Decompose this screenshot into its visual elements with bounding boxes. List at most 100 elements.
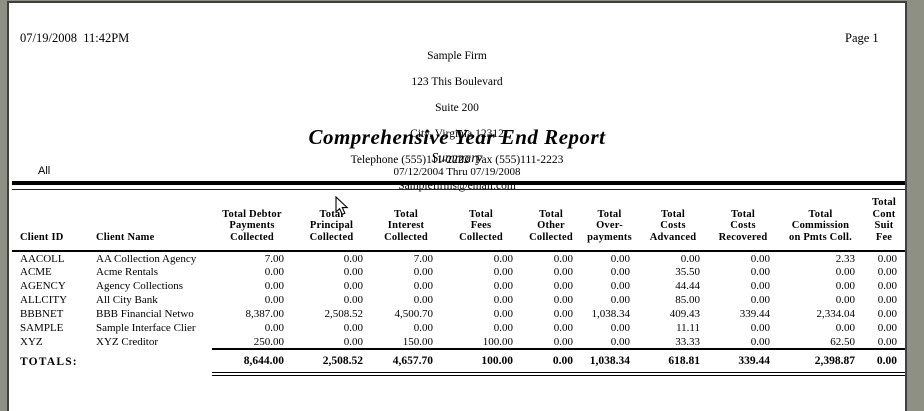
firm-address-line2: Suite 200 xyxy=(435,102,479,114)
value-cell: 0.00 xyxy=(343,294,363,306)
column-header-line: Total xyxy=(597,208,622,220)
column-header-line: Total Debtor xyxy=(222,208,282,220)
value-cell: 8,387.00 xyxy=(245,308,285,320)
totals-value-cell: 8,644.00 xyxy=(212,348,292,376)
client-name-cell: XYZ Creditor xyxy=(96,336,159,348)
table-row-agency: AGENCY Agency Collections 0.00 0.00 0.00 0.00… xyxy=(12,279,905,293)
value-cell: 4,500.70 xyxy=(394,308,434,320)
value-cell: 11.11 xyxy=(676,322,700,334)
value-cell: 0.00 xyxy=(343,252,363,265)
value-cell: 150.00 xyxy=(402,335,433,348)
column-header-line: Client Name xyxy=(96,231,155,243)
column-header-total-commission-on-pmts-coll: Total Commission on Pmts Coll. xyxy=(778,197,863,252)
value-cell: 0.00 xyxy=(493,308,513,320)
value-cell: 0.00 xyxy=(493,266,513,278)
table-row-bbbnet: BBBNET BBB Financial Netwo 8,387.00 2,508.5… xyxy=(12,307,905,321)
column-header-total-costs-recovered: Total Costs Recovered xyxy=(708,197,778,252)
value-cell: 0.00 xyxy=(610,280,630,292)
value-cell: 0.00 xyxy=(750,294,770,306)
column-header-row: Client ID Client Name Total Debtor Payments… xyxy=(12,197,905,252)
column-header-line: payments xyxy=(587,231,632,243)
table-row-sample: SAMPLE Sample Interface Clier 0.00 0.00 0.00… xyxy=(12,321,905,335)
value-cell: 2,508.52 xyxy=(324,308,364,320)
column-header-line: Advanced xyxy=(649,231,697,243)
column-header-total-principal-collected: Total Principal Collected xyxy=(292,197,371,252)
value-cell: 2.33 xyxy=(835,252,855,265)
client-name-cell: All City Bank xyxy=(96,294,158,306)
client-name-cell: Acme Rentals xyxy=(96,266,159,278)
value-cell: 35.50 xyxy=(675,266,700,278)
client-id-cell: AACOLL xyxy=(20,252,65,265)
column-header-line: Costs xyxy=(730,220,756,231)
value-cell: 0.00 xyxy=(835,294,855,306)
value-cell: 0.00 xyxy=(750,266,770,278)
value-cell: 0.00 xyxy=(413,322,433,334)
value-cell: 0.00 xyxy=(493,294,513,306)
value-cell: 0.00 xyxy=(553,266,573,278)
value-cell: 100.00 xyxy=(482,335,513,348)
column-header-line: Principal xyxy=(309,220,354,231)
totals-value-cell: 0.00 xyxy=(521,348,581,376)
column-header-client-name: Client Name xyxy=(88,197,212,252)
client-id-cell: ACME xyxy=(20,266,52,278)
value-cell: 0.00 xyxy=(877,266,897,278)
value-cell: 33.33 xyxy=(675,335,700,348)
column-header-line: Fees xyxy=(470,220,492,231)
value-cell: 0.00 xyxy=(264,280,284,292)
totals-label: TOTALS: xyxy=(20,355,78,368)
value-cell: 0.00 xyxy=(264,266,284,278)
report-table-container: Client ID Client Name Total Debtor Payments… xyxy=(12,197,905,376)
mouse-cursor-icon xyxy=(335,195,349,216)
value-cell: 0.00 xyxy=(610,294,630,306)
column-header-line: Total xyxy=(661,208,685,220)
value-cell: 0.00 xyxy=(343,335,363,348)
column-header-line: Total xyxy=(808,208,833,220)
value-cell: 0.00 xyxy=(750,252,770,265)
column-header-line: Collected xyxy=(309,231,354,243)
value-cell: 0.00 xyxy=(835,280,855,292)
column-header-line: Payments xyxy=(229,220,275,231)
value-cell: 0.00 xyxy=(343,322,363,334)
column-header-line: Collected xyxy=(459,231,503,243)
column-header-line: Total xyxy=(539,208,563,220)
totals-value-cell: 100.00 xyxy=(441,348,521,376)
value-cell: 0.00 xyxy=(553,252,573,265)
column-header-line: Collected xyxy=(529,231,573,243)
value-cell: 7.00 xyxy=(264,252,284,265)
value-cell: 0.00 xyxy=(264,294,284,306)
column-header-line: Cont Suit xyxy=(872,208,896,232)
totals-value-cell: 1,038.34 xyxy=(581,348,638,376)
column-header-total-other-collected: Total Other Collected xyxy=(521,197,581,252)
value-cell: 0.00 xyxy=(750,322,770,334)
scope-label: All xyxy=(38,165,51,177)
totals-value-cell: 0.00 xyxy=(863,348,905,376)
page-number: Page 1 xyxy=(845,31,879,45)
firm-name: Sample Firm xyxy=(427,50,487,62)
value-cell: 0.00 xyxy=(877,294,897,306)
column-header-line: Fee xyxy=(875,231,893,243)
value-cell: 0.00 xyxy=(610,335,630,348)
value-cell: 0.00 xyxy=(343,280,363,292)
value-cell: 0.00 xyxy=(610,322,630,334)
value-cell: 0.00 xyxy=(750,280,770,292)
value-cell: 1,038.34 xyxy=(591,308,631,320)
totals-value-cell: 4,657.70 xyxy=(371,348,441,376)
column-header-line: Recovered xyxy=(718,231,768,243)
client-id-cell: ALLCITY xyxy=(20,294,68,306)
value-cell: 0.00 xyxy=(493,252,513,265)
client-id-cell: BBBNET xyxy=(20,308,64,320)
value-cell: 0.00 xyxy=(413,280,433,292)
column-header-line: Other xyxy=(537,220,565,231)
totals-value-cell: 2,398.87 xyxy=(778,348,863,376)
value-cell: 2,334.04 xyxy=(816,308,856,320)
column-header-line: Over- xyxy=(596,220,623,231)
firm-address-line1: 123 This Boulevard xyxy=(411,76,503,88)
column-header-total-cont-suit-fee: Total Cont Suit Fee xyxy=(863,197,905,252)
column-header-line: Total xyxy=(872,197,896,208)
column-header-line: Total xyxy=(319,208,344,220)
column-header-line: Client ID xyxy=(20,231,64,243)
divider-thick-rule xyxy=(12,181,905,185)
report-date-range: 07/12/2004 Thru 07/19/2008 xyxy=(393,166,521,178)
column-header-total-fees-collected: Total Fees Collected xyxy=(441,197,521,252)
report-table: Client ID Client Name Total Debtor Payments… xyxy=(12,197,905,376)
